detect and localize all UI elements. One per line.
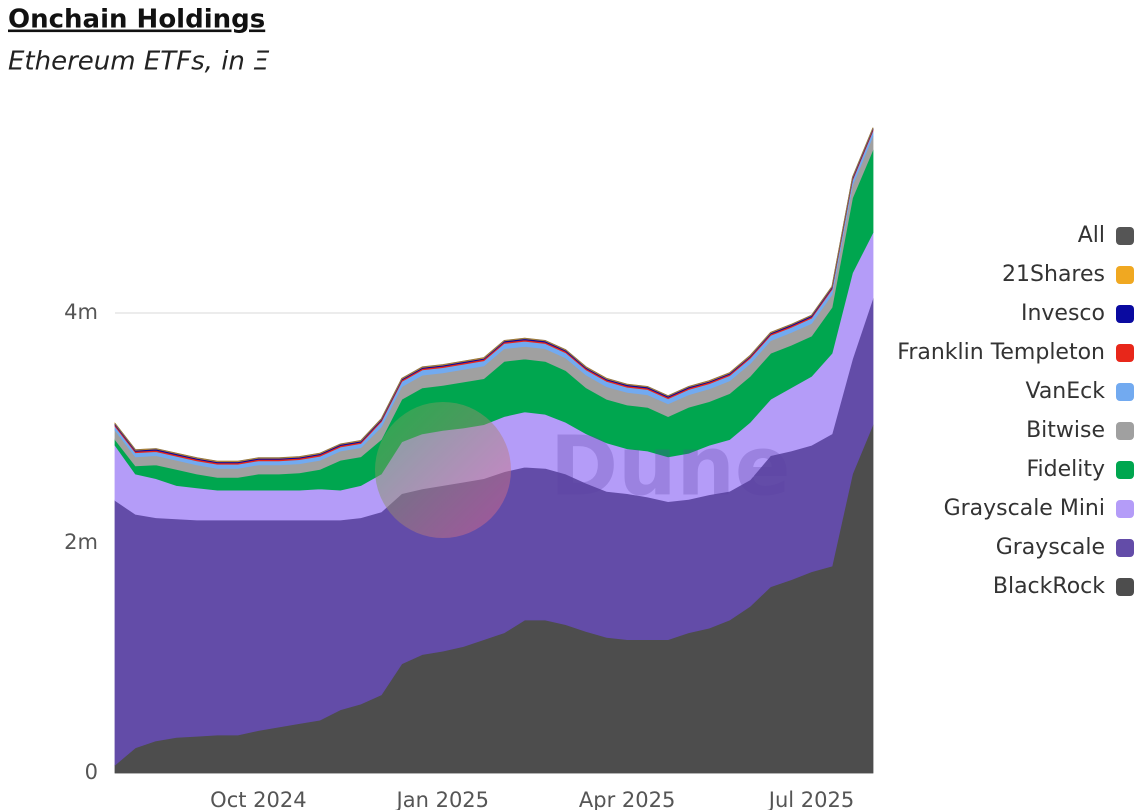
legend-swatch — [1116, 539, 1134, 557]
legend-label: Invesco — [1021, 301, 1105, 326]
legend-swatch — [1116, 422, 1134, 440]
legend-label: VanEck — [1025, 379, 1105, 404]
watermark: Dune — [550, 419, 790, 514]
axes: 0 2m 4m Oct 2024 Jan 2025 Apr 2025 Jul 2025 — [64, 300, 854, 810]
legend-swatch — [1116, 383, 1134, 401]
legend-swatch — [1116, 500, 1134, 518]
legend-label: Grayscale — [996, 535, 1105, 560]
legend-label: Grayscale Mini — [944, 496, 1105, 521]
legend-label: BlackRock — [993, 574, 1105, 599]
legend-label: Bitwise — [1026, 418, 1105, 443]
legend-swatch — [1116, 344, 1134, 362]
y-tick-label: 4m — [64, 300, 98, 324]
legend-swatch — [1116, 266, 1134, 284]
legend-label: 21Shares — [1002, 262, 1105, 287]
legend-label: All — [1078, 223, 1105, 248]
y-tick-label: 2m — [64, 530, 98, 554]
legend-swatch — [1116, 461, 1134, 479]
legend-swatch — [1116, 305, 1134, 323]
chart-title: Onchain Holdings — [8, 5, 265, 35]
x-tick-label: Oct 2024 — [210, 788, 306, 810]
legend-label: Franklin Templeton — [897, 340, 1105, 365]
x-tick-label: Jan 2025 — [395, 788, 490, 810]
legend-swatch — [1116, 227, 1134, 245]
legend-label: Fidelity — [1026, 457, 1105, 482]
chart-subtitle: Ethereum ETFs, in Ξ — [8, 47, 270, 77]
watermark-group: Dune — [375, 402, 790, 538]
watermark-logo — [375, 402, 511, 538]
x-tick-label: Apr 2025 — [579, 788, 675, 810]
total-line — [114, 127, 874, 462]
legend: All 21Shares Invesco Franklin Templeton VanE… — [897, 223, 1134, 599]
legend-swatch — [1116, 578, 1134, 596]
x-tick-label: Jul 2025 — [767, 788, 854, 810]
y-tick-label: 0 — [85, 760, 98, 784]
